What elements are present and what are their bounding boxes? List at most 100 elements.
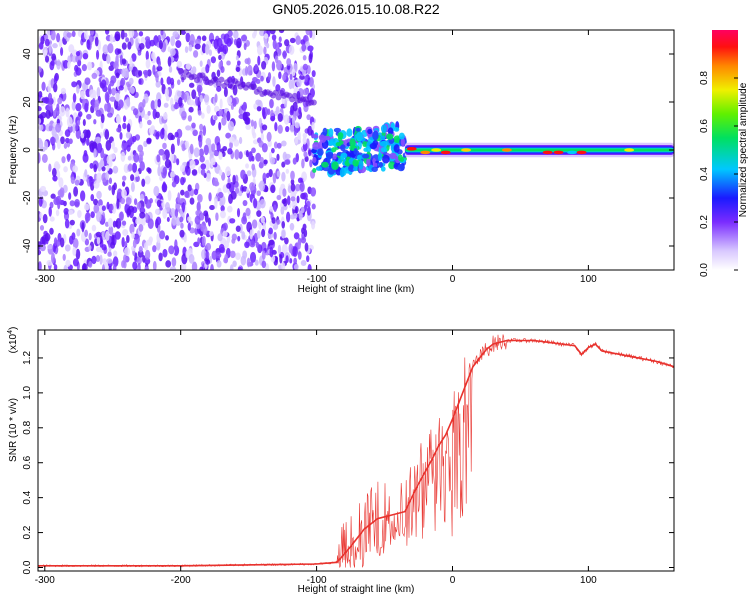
heatmap-cell [380, 124, 387, 133]
heatmap-cell [135, 38, 139, 49]
heatmap-cell [105, 30, 110, 35]
heatmap-cell [322, 127, 328, 136]
heatmap-cell [231, 238, 236, 244]
heatmap-cell [81, 221, 85, 233]
heatmap-cell [272, 89, 279, 96]
heatmap-cell [393, 127, 400, 132]
heatmap-cell [125, 131, 132, 139]
heatmap-cell [71, 30, 76, 38]
spectrogram-x-tick-label: -200 [171, 274, 191, 285]
heatmap-cell [146, 138, 152, 145]
heatmap-cell [291, 92, 298, 99]
heatmap-cell [301, 43, 307, 52]
heatmap-hotspot [431, 148, 442, 152]
heatmap-cell [131, 135, 137, 143]
snr-multiplier-base: (x10 [8, 333, 19, 353]
heatmap-cell [161, 83, 166, 95]
heatmap-cell [256, 86, 263, 93]
heatmap-cell [259, 198, 266, 209]
heatmap-cell [260, 132, 264, 142]
heatmap-cell [181, 110, 187, 121]
colorbar-label: Normalized spectral amplitude [738, 82, 749, 217]
heatmap-cell [216, 260, 222, 268]
heatmap-cell [241, 186, 248, 192]
heatmap-cell [38, 106, 42, 112]
heatmap-cell [99, 158, 104, 168]
heatmap-cell [174, 239, 178, 251]
heatmap-cell [353, 148, 358, 155]
heatmap-cell [294, 122, 300, 129]
heatmap-cell [64, 218, 70, 229]
heatmap-cell [308, 53, 313, 64]
heatmap-cell [157, 98, 162, 108]
colorbar-tick-label: 0.2 [699, 215, 710, 229]
heatmap-cell [298, 106, 302, 115]
heatmap-cell [179, 229, 185, 238]
heatmap-cell [49, 216, 55, 222]
heatmap-cell [302, 223, 307, 231]
heatmap-cell [319, 134, 327, 143]
heatmap-cell [289, 109, 294, 116]
heatmap-cell [200, 168, 206, 176]
heatmap-cell [104, 129, 110, 140]
heatmap-cell [158, 148, 165, 156]
heatmap-cell [65, 107, 70, 118]
heatmap-cell [260, 216, 265, 224]
heatmap-cell [397, 163, 405, 172]
heatmap-cell [93, 148, 97, 158]
heatmap-cell [311, 121, 315, 131]
heatmap-cell [197, 86, 202, 98]
heatmap-cell [68, 209, 74, 216]
heatmap-cell [64, 129, 71, 137]
heatmap-cell [97, 199, 103, 207]
heatmap-cell [281, 171, 286, 182]
heatmap-cell [82, 152, 89, 163]
heatmap-cell [240, 255, 247, 266]
heatmap-cell [166, 216, 170, 223]
heatmap-cell [118, 85, 124, 91]
heatmap-cell [76, 228, 81, 237]
spectrogram-x-tick-label: 100 [580, 274, 597, 285]
heatmap-cell [290, 196, 296, 202]
heatmap-cell [129, 57, 133, 68]
heatmap-cell [72, 124, 76, 134]
snr-x-tick-label: 0 [450, 575, 456, 586]
heatmap-cell [268, 168, 273, 178]
heatmap-cell [211, 157, 216, 166]
heatmap-cell [311, 220, 316, 230]
heatmap-cell [171, 215, 177, 226]
heatmap-cell [52, 43, 58, 49]
heatmap-cell [124, 247, 131, 257]
heatmap-cell [229, 218, 236, 224]
heatmap-cell [203, 144, 209, 156]
heatmap-cell [153, 185, 160, 197]
heatmap-cell [156, 65, 163, 72]
heatmap-cell [276, 60, 283, 71]
heatmap-cell [72, 258, 79, 267]
heatmap-cell [137, 250, 144, 258]
heatmap-cell [365, 145, 372, 153]
heatmap-cell [263, 159, 268, 165]
heatmap-cell [179, 208, 183, 217]
heatmap-cell [90, 193, 95, 202]
snr-line-noise [38, 334, 674, 568]
heatmap-cell [106, 258, 113, 264]
chart-title: GN05.2026.015.10.08.R22 [272, 1, 440, 17]
heatmap-cell [200, 223, 204, 232]
heatmap-cell [95, 211, 102, 223]
heatmap-cell [251, 147, 256, 154]
heatmap-cell [75, 122, 79, 131]
heatmap-cell [295, 183, 301, 192]
heatmap-cell [205, 172, 212, 182]
heatmap-cell [94, 36, 99, 47]
heatmap-cell [40, 185, 47, 192]
heatmap-cell [160, 77, 164, 86]
heatmap-cell [211, 143, 216, 153]
heatmap-cell [180, 74, 187, 81]
heatmap-cell [263, 46, 267, 55]
heatmap-cell [275, 84, 281, 92]
heatmap-cell [170, 77, 175, 86]
heatmap-cell [147, 119, 152, 126]
heatmap-cell [226, 182, 232, 189]
heatmap-cell [159, 230, 166, 240]
